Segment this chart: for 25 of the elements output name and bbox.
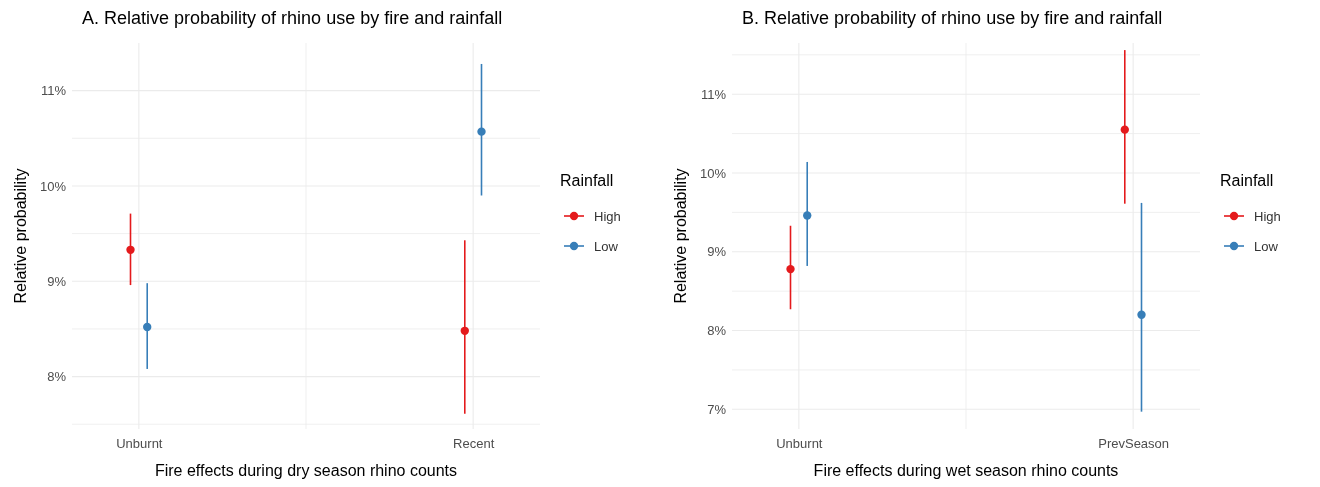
- y-tick-label: 10%: [39, 178, 67, 194]
- legend-label: High: [1254, 209, 1281, 224]
- y-axis-title: Relative probability: [672, 168, 689, 304]
- y-tick-label: 9%: [707, 244, 727, 260]
- x-tick-label: Unburnt: [776, 436, 823, 452]
- y-axis-title: Relative probability: [12, 168, 29, 304]
- legend-label: High: [594, 209, 621, 224]
- x-axis-title: Fire effects during wet season rhino counts: [813, 462, 1119, 479]
- chart-title: B. Relative probability of rhino use by fire and rainfall: [742, 8, 1163, 28]
- x-axis-title: Fire effects during dry season rhino counts: [154, 462, 458, 479]
- y-tick-label: 8%: [47, 369, 67, 385]
- legend-label: Low: [594, 239, 619, 254]
- legend-title: Rainfall: [560, 172, 614, 189]
- y-tick-label: 10%: [699, 165, 727, 181]
- legend-title: Rainfall: [1220, 172, 1274, 189]
- x-tick-label: Recent: [453, 436, 495, 452]
- y-tick-label: 9%: [47, 273, 67, 289]
- legend-label: Low: [1254, 239, 1279, 254]
- y-tick-label: 11%: [700, 86, 727, 102]
- y-tick-label: 8%: [707, 323, 727, 339]
- y-tick-label: 11%: [40, 83, 67, 99]
- y-tick-label: 7%: [707, 401, 727, 417]
- x-tick-label: PrevSeason: [1098, 436, 1170, 452]
- chart-title: A. Relative probability of rhino use by fire and rainfall: [82, 8, 503, 28]
- x-tick-label: Unburnt: [116, 436, 163, 452]
